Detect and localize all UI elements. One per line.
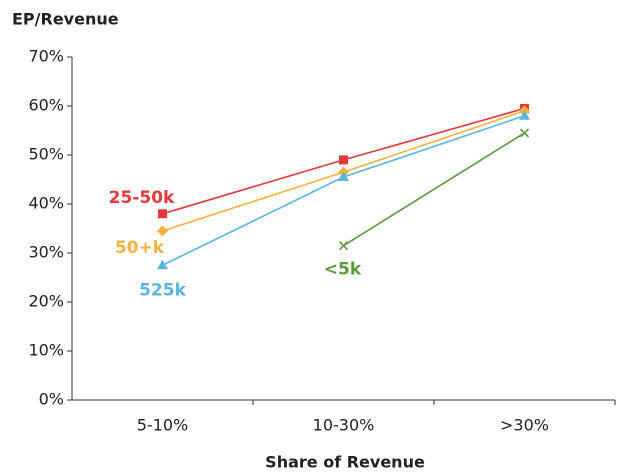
y-tick-label: 70% bbox=[28, 47, 64, 66]
x-tick-label: 5-10% bbox=[137, 416, 189, 435]
series-label: 25-50k bbox=[109, 188, 175, 208]
marker bbox=[158, 209, 167, 219]
y-tick-label: 0% bbox=[39, 390, 64, 409]
marker bbox=[157, 259, 168, 270]
y-tick-label: 60% bbox=[28, 96, 64, 115]
marker bbox=[339, 155, 348, 165]
series-line bbox=[162, 115, 525, 266]
series-label: <5k bbox=[324, 260, 362, 280]
chart-title: EP/Revenue bbox=[12, 10, 119, 29]
x-axis-label: Share of Revenue bbox=[265, 453, 425, 472]
marker bbox=[519, 128, 530, 138]
y-tick-label: 20% bbox=[28, 292, 64, 311]
x-tick-label: >30% bbox=[500, 416, 549, 435]
series-line bbox=[343, 132, 525, 247]
marker bbox=[519, 110, 530, 120]
y-tick-label: 50% bbox=[28, 145, 64, 164]
y-tick-label: 30% bbox=[28, 243, 64, 262]
marker bbox=[338, 241, 349, 251]
series-label: 50+k bbox=[115, 238, 165, 258]
y-tick-label: 10% bbox=[28, 341, 64, 360]
marker bbox=[157, 225, 168, 237]
y-tick-label: 40% bbox=[28, 194, 64, 213]
series-label: 525k bbox=[139, 280, 186, 300]
x-tick-label: 10-30% bbox=[313, 416, 375, 435]
marker bbox=[338, 171, 349, 182]
